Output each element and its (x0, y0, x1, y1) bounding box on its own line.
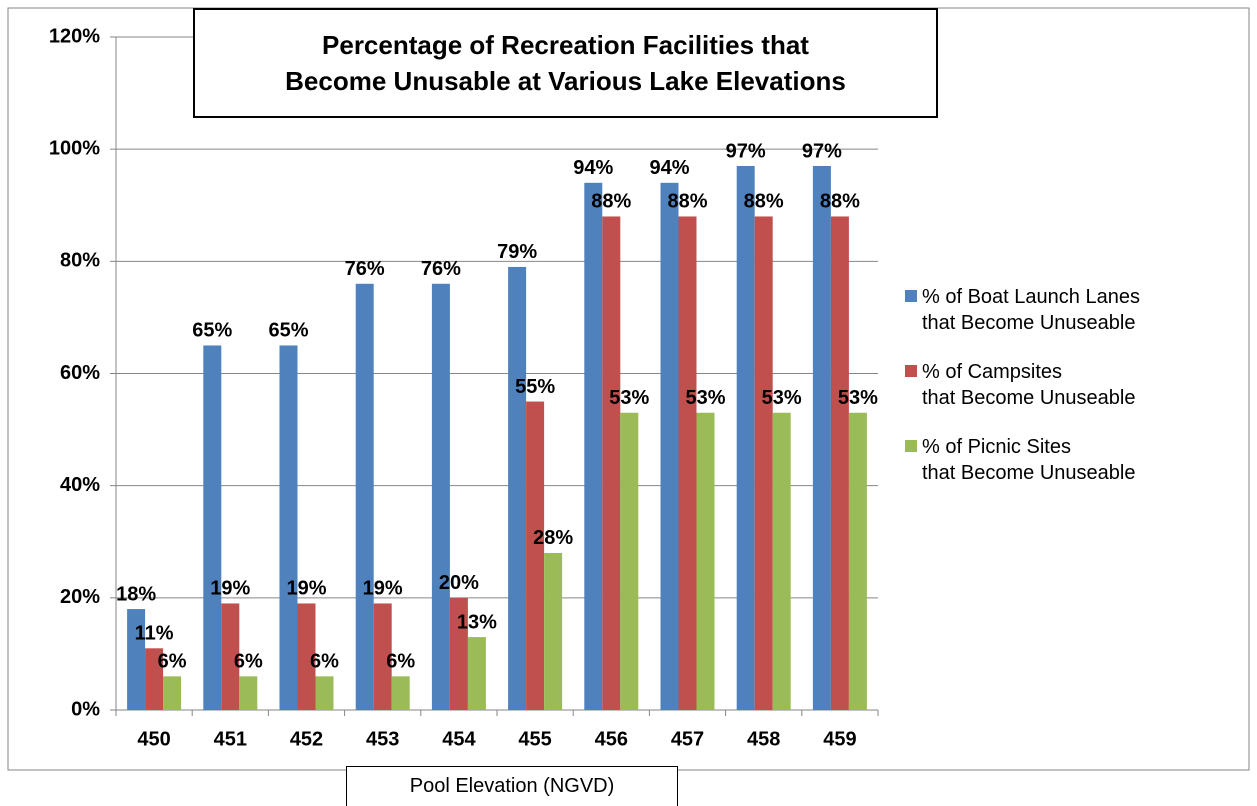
data-label: 94% (649, 157, 689, 179)
data-label: 19% (363, 578, 403, 600)
bar (602, 216, 621, 710)
chart-title: Percentage of Recreation Facilities that… (193, 8, 938, 118)
bar (848, 412, 867, 710)
data-label: 88% (744, 191, 784, 213)
legend-entry: % of Picnic Sites that Become Unuseable (905, 434, 1135, 486)
x-tick-label: 458 (747, 728, 780, 750)
data-label: 6% (158, 651, 187, 673)
data-label: 55% (515, 376, 555, 398)
bar (620, 412, 639, 710)
bar (696, 412, 715, 710)
x-tick-label: 453 (366, 728, 399, 750)
x-tick-label: 457 (671, 728, 704, 750)
bar (239, 676, 258, 710)
bar (279, 345, 298, 710)
data-label: 20% (439, 572, 479, 594)
data-label: 11% (135, 623, 174, 645)
bar (812, 165, 831, 710)
x-axis-title: Pool Elevation (NGVD) (346, 766, 678, 806)
bar (391, 676, 410, 710)
data-label: 88% (667, 191, 707, 213)
y-tick-label: 80% (60, 250, 100, 272)
y-tick-label: 0% (71, 698, 100, 720)
data-label: 53% (762, 387, 802, 409)
x-tick-label: 455 (518, 728, 551, 750)
legend-swatch (905, 440, 917, 452)
data-label: 19% (286, 578, 326, 600)
y-tick-label: 100% (49, 137, 100, 159)
bar (526, 401, 545, 710)
bar (584, 182, 603, 711)
bar (315, 676, 334, 710)
y-tick-label: 120% (49, 25, 100, 47)
x-tick-label: 451 (214, 728, 247, 750)
legend-label: % of Boat Launch Lanes that Become Unuse… (922, 286, 1140, 334)
legend-swatch (905, 290, 917, 302)
x-tick-label: 452 (290, 728, 323, 750)
data-label: 53% (838, 387, 878, 409)
bar (660, 182, 679, 711)
data-label: 65% (192, 320, 232, 342)
legend-swatch (905, 365, 917, 377)
bar (355, 283, 374, 710)
bar (736, 165, 755, 710)
data-label: 88% (591, 191, 631, 213)
bar (431, 283, 450, 710)
bar (163, 676, 182, 710)
data-label: 76% (421, 258, 461, 280)
bar (678, 216, 697, 710)
bar (203, 345, 222, 710)
data-label: 28% (533, 527, 573, 549)
x-tick-label: 454 (442, 728, 476, 750)
data-label: 53% (609, 387, 649, 409)
data-label: 79% (497, 241, 537, 263)
data-label: 76% (345, 258, 385, 280)
data-label: 53% (685, 387, 725, 409)
legend-entry: % of Boat Launch Lanes that Become Unuse… (905, 284, 1140, 336)
data-label: 18% (116, 583, 156, 605)
bar (449, 597, 468, 710)
data-label: 65% (268, 320, 308, 342)
legend-label: % of Campsites that Become Unuseable (922, 361, 1136, 409)
data-label: 6% (386, 651, 415, 673)
x-tick-label: 459 (823, 728, 856, 750)
bar (145, 648, 164, 710)
bar (772, 412, 791, 710)
data-label: 97% (726, 140, 766, 162)
bar (127, 609, 146, 710)
x-tick-label: 456 (595, 728, 628, 750)
data-label: 97% (802, 140, 842, 162)
data-label: 19% (210, 578, 250, 600)
data-label: 88% (820, 191, 860, 213)
y-tick-label: 40% (60, 474, 100, 496)
bar (830, 216, 849, 710)
bar (754, 216, 773, 710)
x-tick-label: 450 (137, 728, 170, 750)
bar (467, 637, 486, 710)
y-tick-label: 60% (60, 362, 100, 384)
data-label: 6% (310, 651, 339, 673)
legend-label: % of Picnic Sites that Become Unuseable (922, 436, 1136, 484)
bar (544, 552, 563, 710)
bar (508, 266, 527, 710)
bar (221, 603, 240, 710)
data-label: 94% (573, 157, 613, 179)
legend-entry: % of Campsites that Become Unuseable (905, 359, 1135, 411)
bar (373, 603, 392, 710)
y-tick-label: 20% (60, 586, 100, 608)
bar (297, 603, 316, 710)
data-label: 6% (234, 651, 263, 673)
data-label: 13% (457, 611, 497, 633)
